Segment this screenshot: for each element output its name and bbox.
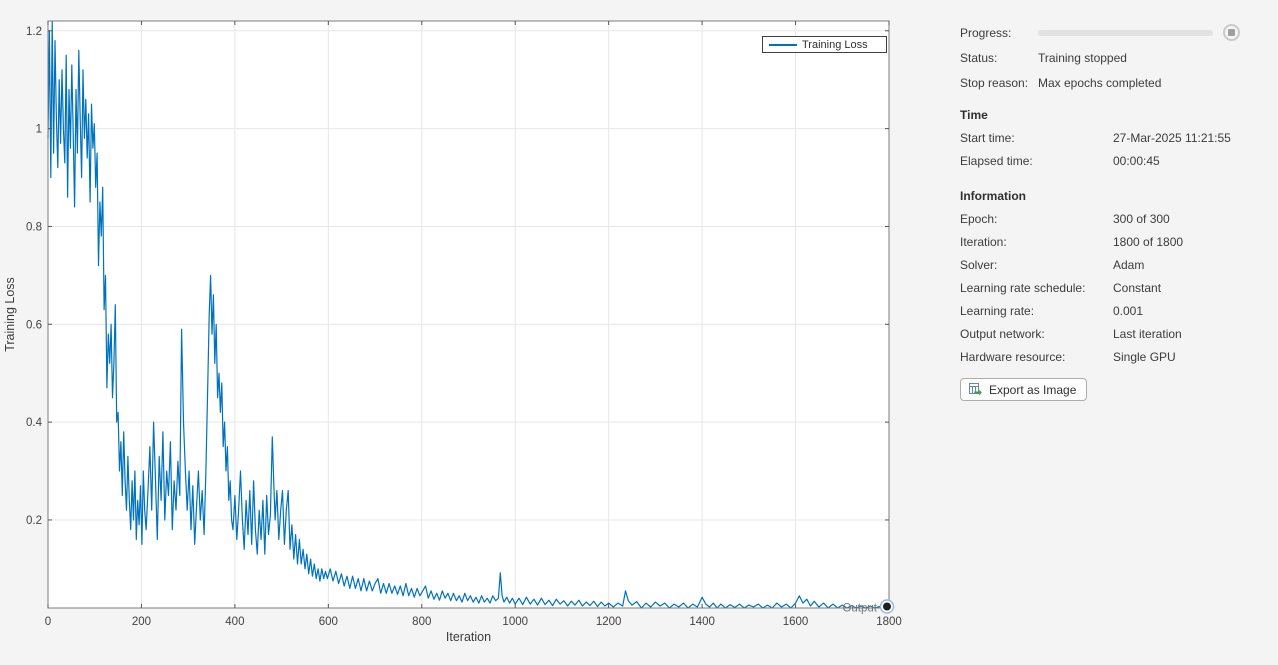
progress-label: Progress:: [960, 25, 1012, 40]
info-row-value: 1800 of 1800: [1113, 234, 1184, 249]
info-row: Hardware resource: Single GPU: [960, 345, 1278, 368]
x-tick-label: 1000: [502, 616, 528, 628]
y-tick-label: 0.2: [26, 515, 42, 527]
info-row-label: Output network:: [960, 326, 1045, 341]
information-section-header: Information: [960, 189, 1026, 203]
time-row-value: 27-Mar-2025 11:21:55: [1113, 130, 1231, 145]
training-loss-chart: 0 200 400 600 800 1000 1200 1400 1600 1800 0.2 0.4 0…: [3, 20, 902, 644]
legend-line-sample: [769, 43, 797, 46]
info-row-value: Adam: [1113, 257, 1145, 272]
info-row-value: 300 of 300: [1113, 211, 1170, 226]
x-tick-label: 600: [319, 616, 338, 628]
information-rows: Epoch: 300 of 300 Iteration: 1800 of 1800 So…: [960, 207, 1278, 368]
info-row-label: Hardware resource:: [960, 349, 1066, 364]
status-label: Status:: [960, 50, 998, 65]
stop-training-button[interactable]: [1223, 24, 1240, 41]
status-value: Training stopped: [1038, 50, 1127, 65]
info-row-value: Last iteration: [1113, 326, 1182, 341]
info-row-label: Iteration:: [960, 234, 1007, 249]
legend-label: Training Loss: [802, 38, 868, 51]
info-row: Epoch: 300 of 300: [960, 207, 1278, 230]
info-row-value: 0.001: [1113, 303, 1144, 318]
y-tick-label: 0.4: [26, 417, 43, 429]
y-tick-label: 1: [36, 124, 42, 136]
status-row: Status: Training stopped: [960, 45, 1278, 70]
training-info-panel: Progress: Status: Training stopped Stop …: [940, 0, 1278, 665]
info-row-label: Learning rate:: [960, 303, 1035, 318]
x-tick-label: 1400: [689, 616, 715, 628]
stop-reason-row: Stop reason: Max epochs completed: [960, 70, 1278, 95]
info-row: Output network: Last iteration: [960, 322, 1278, 345]
x-axis-label: Iteration: [446, 630, 491, 644]
time-row-label: Elapsed time:: [960, 153, 1033, 168]
output-marker-label: Output: [842, 603, 877, 615]
x-tick-label: 200: [132, 616, 151, 628]
export-button-label: Export as Image: [989, 382, 1077, 397]
export-as-image-button[interactable]: Export as Image: [960, 378, 1088, 401]
x-tick-label: 800: [412, 616, 431, 628]
x-tick-label: 1800: [876, 616, 902, 628]
time-row-label: Start time:: [960, 130, 1015, 145]
stop-reason-label: Stop reason:: [960, 75, 1029, 90]
y-tick-label: 0.6: [26, 319, 42, 331]
export-image-icon: [969, 383, 982, 396]
y-tick-label: 1.2: [26, 26, 42, 38]
x-tick-label: 1200: [596, 616, 622, 628]
legend: Training Loss: [762, 36, 887, 53]
axes-box: [47, 20, 890, 609]
progress-bar: [1038, 29, 1213, 36]
stop-reason-value: Max epochs completed: [1038, 75, 1162, 90]
info-row-label: Epoch:: [960, 211, 998, 226]
info-row-label: Solver:: [960, 257, 998, 272]
stop-icon: [1228, 29, 1235, 36]
time-row: Start time: 27-Mar-2025 11:21:55: [960, 126, 1278, 149]
training-plot-panel: 0 200 400 600 800 1000 1200 1400 1600 1800 0.2 0.4 0…: [3, 20, 902, 644]
training-loss-line: [47, 20, 890, 609]
plot-background: [48, 21, 889, 608]
y-axis-label: Training Loss: [3, 277, 17, 352]
info-row-label: Learning rate schedule:: [960, 280, 1086, 295]
x-tick-label: 1600: [783, 616, 809, 628]
time-section-header: Time: [960, 108, 988, 122]
info-row: Learning rate: 0.001: [960, 299, 1278, 322]
y-tick-label: 0.8: [26, 221, 42, 233]
time-row-value: 00:00:45: [1113, 153, 1160, 168]
info-row-value: Constant: [1113, 280, 1162, 295]
time-rows: Start time: 27-Mar-2025 11:21:55 Elapsed t…: [960, 126, 1278, 172]
info-row-value: Single GPU: [1113, 349, 1176, 364]
info-row: Solver: Adam: [960, 253, 1278, 276]
x-tick-label: 400: [225, 616, 244, 628]
x-tick-label: 0: [45, 616, 51, 628]
progress-row: Progress:: [960, 20, 1278, 45]
info-row: Learning rate schedule: Constant: [960, 276, 1278, 299]
info-row: Iteration: 1800 of 1800: [960, 230, 1278, 253]
output-marker-dot: [883, 602, 891, 611]
time-row: Elapsed time: 00:00:45: [960, 149, 1278, 172]
